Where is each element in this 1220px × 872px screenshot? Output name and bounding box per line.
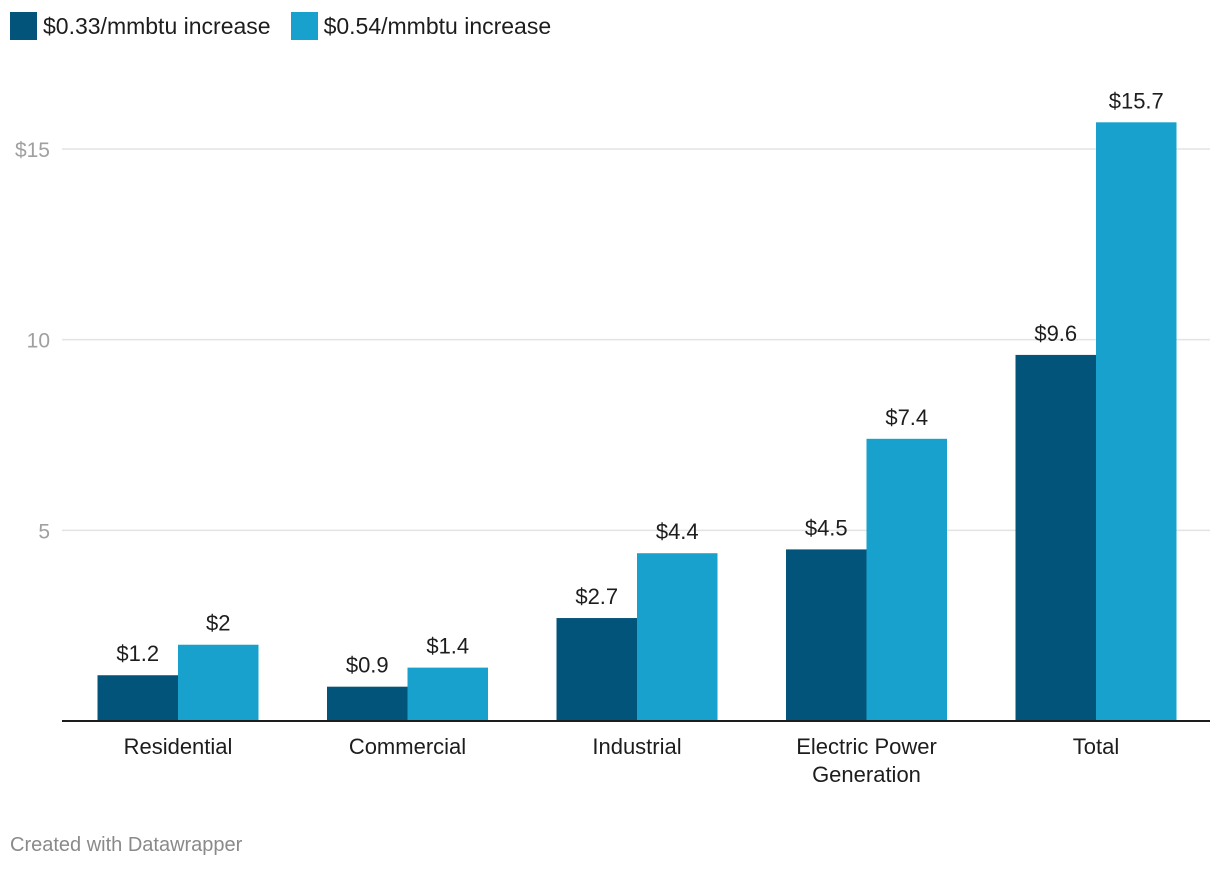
value-label: $4.5: [805, 515, 848, 540]
bar-series-1: [1015, 354, 1096, 721]
legend-swatch-series-1: [10, 12, 37, 40]
footer-credit: Created with Datawrapper: [10, 834, 243, 856]
x-tick-label: Commercial: [349, 734, 466, 759]
y-tick-label: 10: [27, 330, 50, 353]
bar-series-1: [556, 618, 637, 721]
value-label: $1.4: [426, 634, 469, 659]
value-labels: $1.2 $2 $0.9 $1.4 $2.7 $4.4 $4.5 $7.4 $9.6 $15.7: [116, 88, 1163, 677]
bar-series-2: [178, 644, 259, 721]
y-tick-label: 5: [38, 520, 50, 543]
legend-item-series-2: $0.54/mmbtu increase: [290, 12, 552, 40]
bar-series-2: [637, 553, 718, 721]
x-tick-label: Industrial: [592, 734, 681, 759]
y-tick-label: $15: [15, 139, 50, 162]
x-tick-label: Total: [1073, 734, 1119, 759]
value-label: $2.7: [575, 584, 618, 609]
value-label: $1.2: [116, 641, 159, 666]
bar-series-2: [866, 438, 947, 721]
legend-item-series-1: $0.33/mmbtu increase: [10, 12, 271, 40]
bar-series-1: [97, 675, 178, 721]
x-tick-label: Generation: [812, 762, 921, 787]
chart-legend: $0.33/mmbtu increase $0.54/mmbtu increas…: [10, 12, 571, 40]
x-tick-label: Residential: [124, 734, 233, 759]
value-label: $2: [206, 611, 230, 636]
value-label: $9.6: [1034, 321, 1077, 346]
x-axis-labels: Residential Commercial Industrial Electric …: [124, 734, 1120, 787]
value-label: $15.7: [1109, 88, 1164, 113]
legend-label-series-1: $0.33/mmbtu increase: [43, 12, 271, 39]
value-label: $4.4: [656, 519, 699, 544]
legend-swatch-series-2: [290, 12, 318, 40]
x-tick-label: Electric Power: [796, 734, 937, 759]
value-label: $0.9: [346, 653, 389, 678]
legend-label-series-2: $0.54/mmbtu increase: [323, 12, 552, 39]
bar-series-2: [407, 667, 488, 721]
bars: [97, 122, 1177, 722]
y-axis-ticks: 5 10 $15: [15, 139, 50, 543]
value-label: $7.4: [885, 405, 928, 430]
bar-series-1: [786, 549, 867, 721]
bar-series-2: [1096, 122, 1177, 722]
bar-series-1: [327, 686, 408, 721]
